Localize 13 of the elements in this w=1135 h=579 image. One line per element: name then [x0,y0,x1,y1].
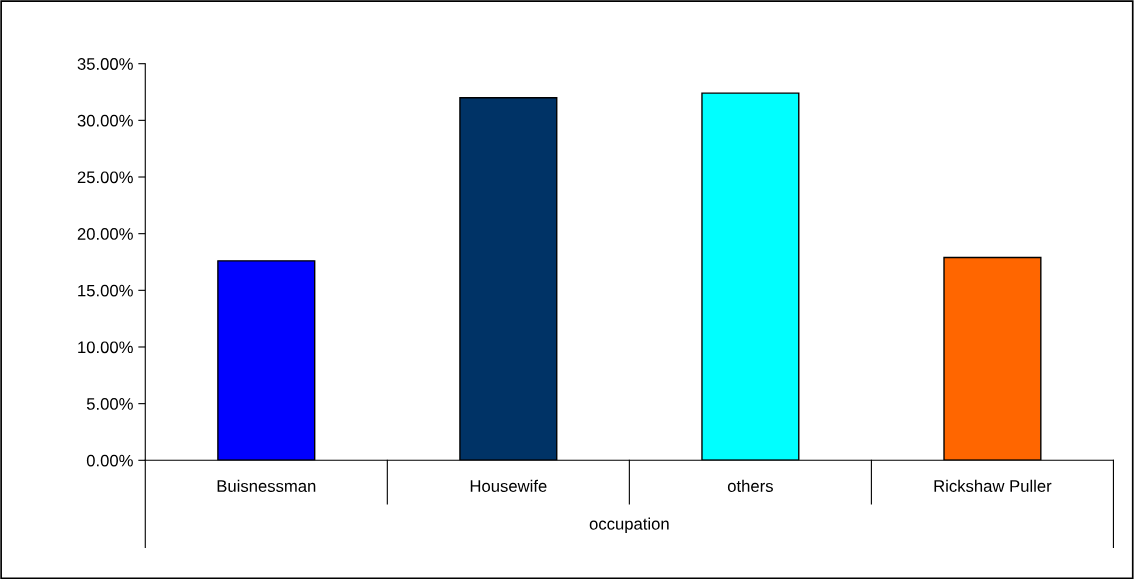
y-tick-label: 0.00% [86,454,133,467]
y-tick-label: 25.00% [77,171,133,184]
y-tick-label: 35.00% [77,58,133,70]
y-tick-label: 15.00% [78,284,133,297]
x-tick-label: Housewife [470,479,547,492]
x-tick-label: others [727,479,773,492]
y-tick-label: 5.00% [86,398,133,410]
y-tick-label: 10.00% [78,341,133,354]
x-tick-label: Rickshaw Puller [934,479,1052,492]
x-tick-label: Buisnessman [217,479,316,492]
x-axis-title: occupation [589,517,669,534]
y-tick-label: 20.00% [77,228,133,240]
y-tick-label: 30.00% [77,114,133,127]
